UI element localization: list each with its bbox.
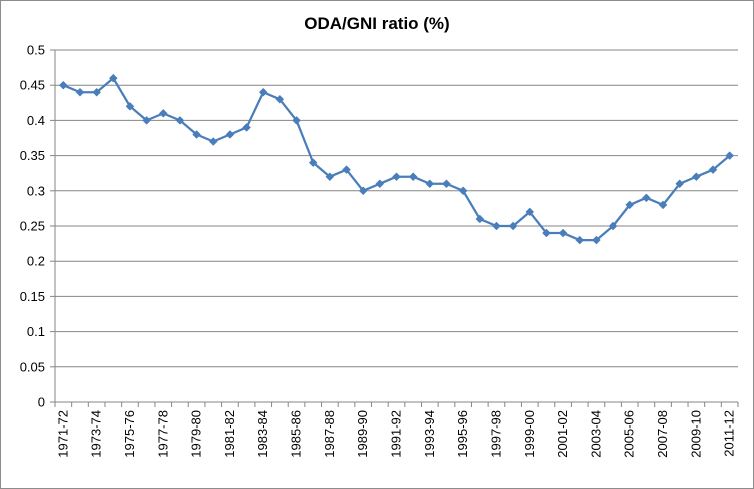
data-point [708,165,718,175]
data-point [358,186,368,196]
data-point [492,221,501,231]
data-point [158,109,168,118]
data-point [142,116,151,125]
data-point [208,137,218,146]
data-point [642,193,651,203]
data-point [342,165,351,175]
data-point [292,116,301,125]
data-point [225,130,235,139]
x-tick-label: 1997-98 [488,410,503,458]
series-line [62,77,731,242]
x-tick-label: 1995-96 [455,410,470,458]
x-tick-label: 1971-72 [55,410,70,458]
data-point [275,94,285,104]
data-point [475,214,485,224]
x-tick-label: 1987-88 [322,410,337,458]
data-point [392,172,401,182]
data-point [458,186,468,196]
x-tick-label: 1973-74 [89,410,104,458]
y-tick-label: 0.3 [27,183,45,198]
x-tick-label: 1999-00 [522,410,537,458]
data-point [175,116,185,125]
x-tick-label: 1979-80 [189,410,204,458]
x-tick-label: 2009-10 [688,410,703,458]
data-point [558,228,568,238]
data-point [75,87,85,97]
y-tick-label: 0.2 [27,254,45,269]
data-point [108,73,118,83]
x-tick-label: 1991-92 [389,410,404,458]
data-point [592,235,601,245]
y-tick-label: 0.35 [20,148,45,163]
x-tick-label: 2011-12 [722,410,737,457]
data-point [625,200,635,210]
y-tick-label: 0.45 [20,78,45,93]
x-tick-label: 1993-94 [422,410,437,458]
data-point [242,123,251,132]
data-point [725,151,735,160]
data-point [608,221,618,231]
data-point [258,87,268,97]
x-tick-label: 1985-86 [289,410,304,458]
y-tick-label: 0.1 [27,324,45,339]
y-tick-label: 0.4 [27,113,45,128]
x-tick-label: 2003-04 [588,410,603,458]
x-tick-label: 2007-08 [655,410,670,458]
data-point [325,172,335,182]
x-tick-label: 1977-78 [155,410,170,458]
x-tick-label: 2005-06 [622,410,637,458]
data-point [658,200,668,210]
y-tick-label: 0.25 [20,219,45,234]
y-tick-label: 0.5 [27,43,45,58]
data-point [192,130,201,139]
x-tick-label: 1983-84 [255,410,270,458]
x-tick-label: 2001-02 [555,410,570,458]
data-point [92,87,101,97]
x-tick-label: 1975-76 [122,410,137,458]
data-point [575,235,585,245]
data-point [425,179,435,189]
data-point [542,228,551,238]
data-point [125,101,135,111]
data-point [442,179,451,189]
data-point [58,80,68,90]
y-tick-label: 0 [38,395,45,410]
y-tick-label: 0.15 [20,289,45,304]
data-point [408,172,418,182]
x-tick-label: 1981-82 [222,410,237,458]
x-tick-label: 1989-90 [355,410,370,458]
data-point [508,221,518,231]
y-tick-label: 0.05 [20,359,45,374]
chart-title: ODA/GNI ratio (%) [304,14,450,33]
data-point [308,158,318,167]
data-point [525,207,535,217]
data-point [675,179,685,189]
data-point [375,179,385,189]
data-point [692,172,701,182]
